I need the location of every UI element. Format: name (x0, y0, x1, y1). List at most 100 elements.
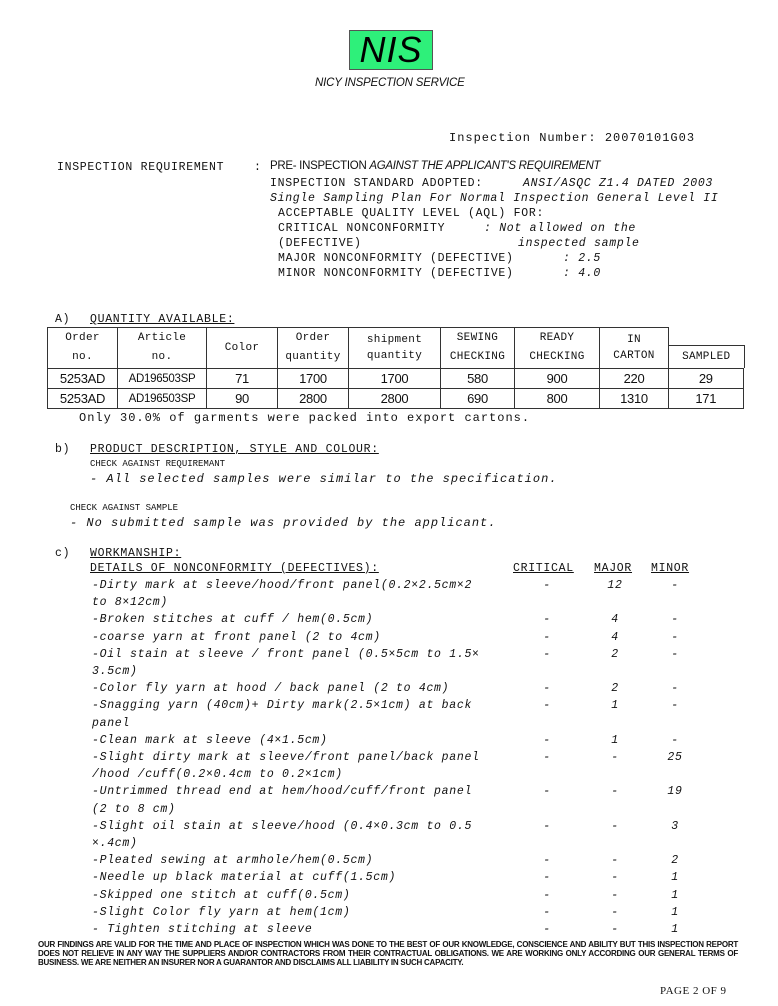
defect-major-count: 1 (611, 699, 619, 713)
header-color: Color (206, 327, 278, 369)
cell-article-no: AD196503SP (117, 368, 207, 389)
defect-minor-count: - (671, 647, 679, 661)
defect-description: to 8×12cm) (92, 596, 169, 610)
col-minor: MINOR (651, 562, 690, 575)
disclaimer: OUR FINDINGS ARE VALID FOR THE TIME AND … (38, 940, 738, 967)
cell-article-no: AD196503SP (117, 388, 207, 409)
cell-sampled: 29 (668, 368, 744, 389)
defect-minor-count: 1 (671, 888, 679, 902)
defect-major-count: - (611, 871, 619, 885)
defect-row: -coarse yarn at front panel (2 to 4cm) - 4… (92, 631, 742, 648)
defect-major-count: 4 (611, 613, 619, 627)
aql-label: ACCEPTABLE QUALITY LEVEL (AQL) FOR: (278, 207, 545, 220)
defect-row: -Slight dirty mark at sleeve/front panel… (92, 751, 742, 768)
defect-critical-count: - (543, 871, 551, 885)
pre-inspection: PRE- INSPECTION (270, 160, 367, 172)
defect-description: -Clean mark at sleeve (4×1.5cm) (92, 733, 328, 747)
requirement-label: INSPECTION REQUIREMENT (57, 161, 225, 174)
defect-critical-count: - (543, 888, 551, 902)
defect-description: -Pleated sewing at armhole/hem(0.5cm) (92, 854, 374, 868)
defect-description: -Slight oil stain at sleeve/hood (0.4×0.… (92, 819, 473, 833)
inspection-number: Inspection Number: 20070101G03 (449, 131, 696, 145)
cell-ready-checking: 900 (514, 368, 600, 389)
cell-order-quantity: 2800 (277, 388, 349, 409)
defect-row: -Needle up black material at cuff(1.5cm)… (92, 871, 742, 888)
cell-sewing-checking: 580 (440, 368, 515, 389)
page-indicator: PAGE 2 OF 9 (660, 985, 727, 997)
defect-description: /hood /cuff(0.2×0.4cm to 0.2×1cm) (92, 768, 343, 782)
cell-order-no: 5253AD (47, 388, 118, 409)
critical-value: : Not allowed on the (484, 222, 637, 235)
defect-minor-count: - (671, 682, 679, 696)
defect-major-count: - (611, 854, 619, 868)
cell-sampled: 171 (668, 388, 744, 409)
defect-description: -Color fly yarn at hood / back panel (2 … (92, 682, 450, 696)
major-value: : 2.5 (563, 252, 602, 265)
table-row: 5253AD AD196503SP 71 1700 1700 580 900 2… (47, 368, 744, 389)
defect-row: -Dirty mark at sleeve/hood/front panel(0… (92, 579, 742, 596)
defect-critical-count: - (543, 905, 551, 919)
check-sample-label: CHECK AGAINST SAMPLE (70, 503, 179, 513)
defect-row: -Snagging yarn (40cm)+ Dirty mark(2.5×1c… (92, 699, 742, 716)
header-order-no: Order no. (47, 327, 118, 369)
sampling-plan: Single Sampling Plan For Normal Inspecti… (270, 192, 719, 205)
defect-row-continuation: /hood /cuff(0.2×0.4cm to 0.2×1cm) (92, 768, 742, 785)
defect-critical-count: - (543, 699, 551, 713)
quantity-table: Order no. Article no. Color Order quantity … (47, 327, 745, 409)
defect-major-count: - (611, 923, 619, 936)
section-b-title: PRODUCT DESCRIPTION, STYLE AND COLOUR: (90, 443, 379, 456)
standard-label: INSPECTION STANDARD ADOPTED: (270, 177, 483, 190)
defect-minor-count: 2 (671, 854, 679, 868)
defect-critical-count: - (543, 682, 551, 696)
defect-row-continuation: 3.5cm) (92, 665, 742, 682)
defect-minor-count: - (671, 733, 679, 747)
table-row: 5253AD AD196503SP 90 2800 2800 690 800 1… (47, 388, 744, 409)
logo-mark: NIS (349, 29, 433, 70)
defect-critical-count: - (543, 854, 551, 868)
header-sewing-checking: SEWING CHECKING (440, 327, 515, 369)
header-sampled: SAMPLED (668, 327, 745, 369)
col-critical: CRITICAL (513, 562, 574, 575)
defect-major-count: 2 (611, 647, 619, 661)
defect-row: -Oil stain at sleeve / front panel (0.5×… (92, 648, 742, 665)
defect-row: - Tighten stitching at sleeve - - 1 (92, 923, 742, 940)
defect-major-count: - (611, 819, 619, 833)
defect-description: ×.4cm) (92, 837, 138, 850)
major-label: MAJOR NONCONFORMITY (DEFECTIVE) (278, 252, 514, 265)
defect-description: -Slight dirty mark at sleeve/front panel… (92, 751, 480, 764)
defect-description: -coarse yarn at front panel (2 to 4cm) (92, 630, 381, 644)
logo-company-name: NICY INSPECTION SERVICE (315, 77, 465, 89)
defect-description: -Skipped one stitch at cuff(0.5cm) (92, 888, 351, 902)
defect-minor-count: - (671, 630, 679, 644)
header-shipment-quantity: shipment quantity (348, 327, 441, 369)
carton-note: Only 30.0% of garments were packed into … (79, 411, 531, 425)
defect-minor-count: - (671, 579, 679, 592)
check-requirement-text: - All selected samples were similar to t… (90, 472, 558, 486)
check-sample-text: - No submitted sample was provided by th… (70, 516, 497, 530)
cell-color: 71 (206, 368, 278, 389)
cell-shipment-quantity: 1700 (348, 368, 441, 389)
critical-value-2: inspected sample (518, 237, 640, 250)
defect-minor-count: 1 (671, 923, 679, 936)
defect-minor-count: 3 (671, 819, 679, 833)
minor-label: MINOR NONCONFORMITY (DEFECTIVE) (278, 267, 514, 280)
defect-major-count: - (611, 785, 619, 799)
section-c-title: WORKMANSHIP: (90, 547, 182, 560)
defect-description: (2 to 8 cm) (92, 802, 176, 816)
cell-order-quantity: 1700 (277, 368, 349, 389)
defect-major-count: - (611, 751, 619, 764)
defect-row: -Skipped one stitch at cuff(0.5cm) - - 1 (92, 889, 742, 906)
defect-row-continuation: ×.4cm) (92, 837, 742, 854)
table-header-row: Order no. Article no. Color Order quantity … (47, 327, 745, 369)
details-header: DETAILS OF NONCONFORMITY (DEFECTIVES): (90, 562, 379, 575)
defect-critical-count: - (543, 819, 551, 833)
defect-description: panel (92, 716, 131, 730)
minor-value: : 4.0 (563, 267, 602, 280)
defect-row: -Slight Color fly yarn at hem(1cm) - - 1 (92, 906, 742, 923)
defect-critical-count: - (543, 751, 551, 764)
defect-description: 3.5cm) (92, 665, 138, 678)
section-a-marker: A) (55, 313, 71, 326)
section-a-title: QUANTITY AVAILABLE: (90, 313, 235, 326)
defect-minor-count: - (671, 699, 679, 713)
cell-ready-checking: 800 (514, 388, 600, 409)
